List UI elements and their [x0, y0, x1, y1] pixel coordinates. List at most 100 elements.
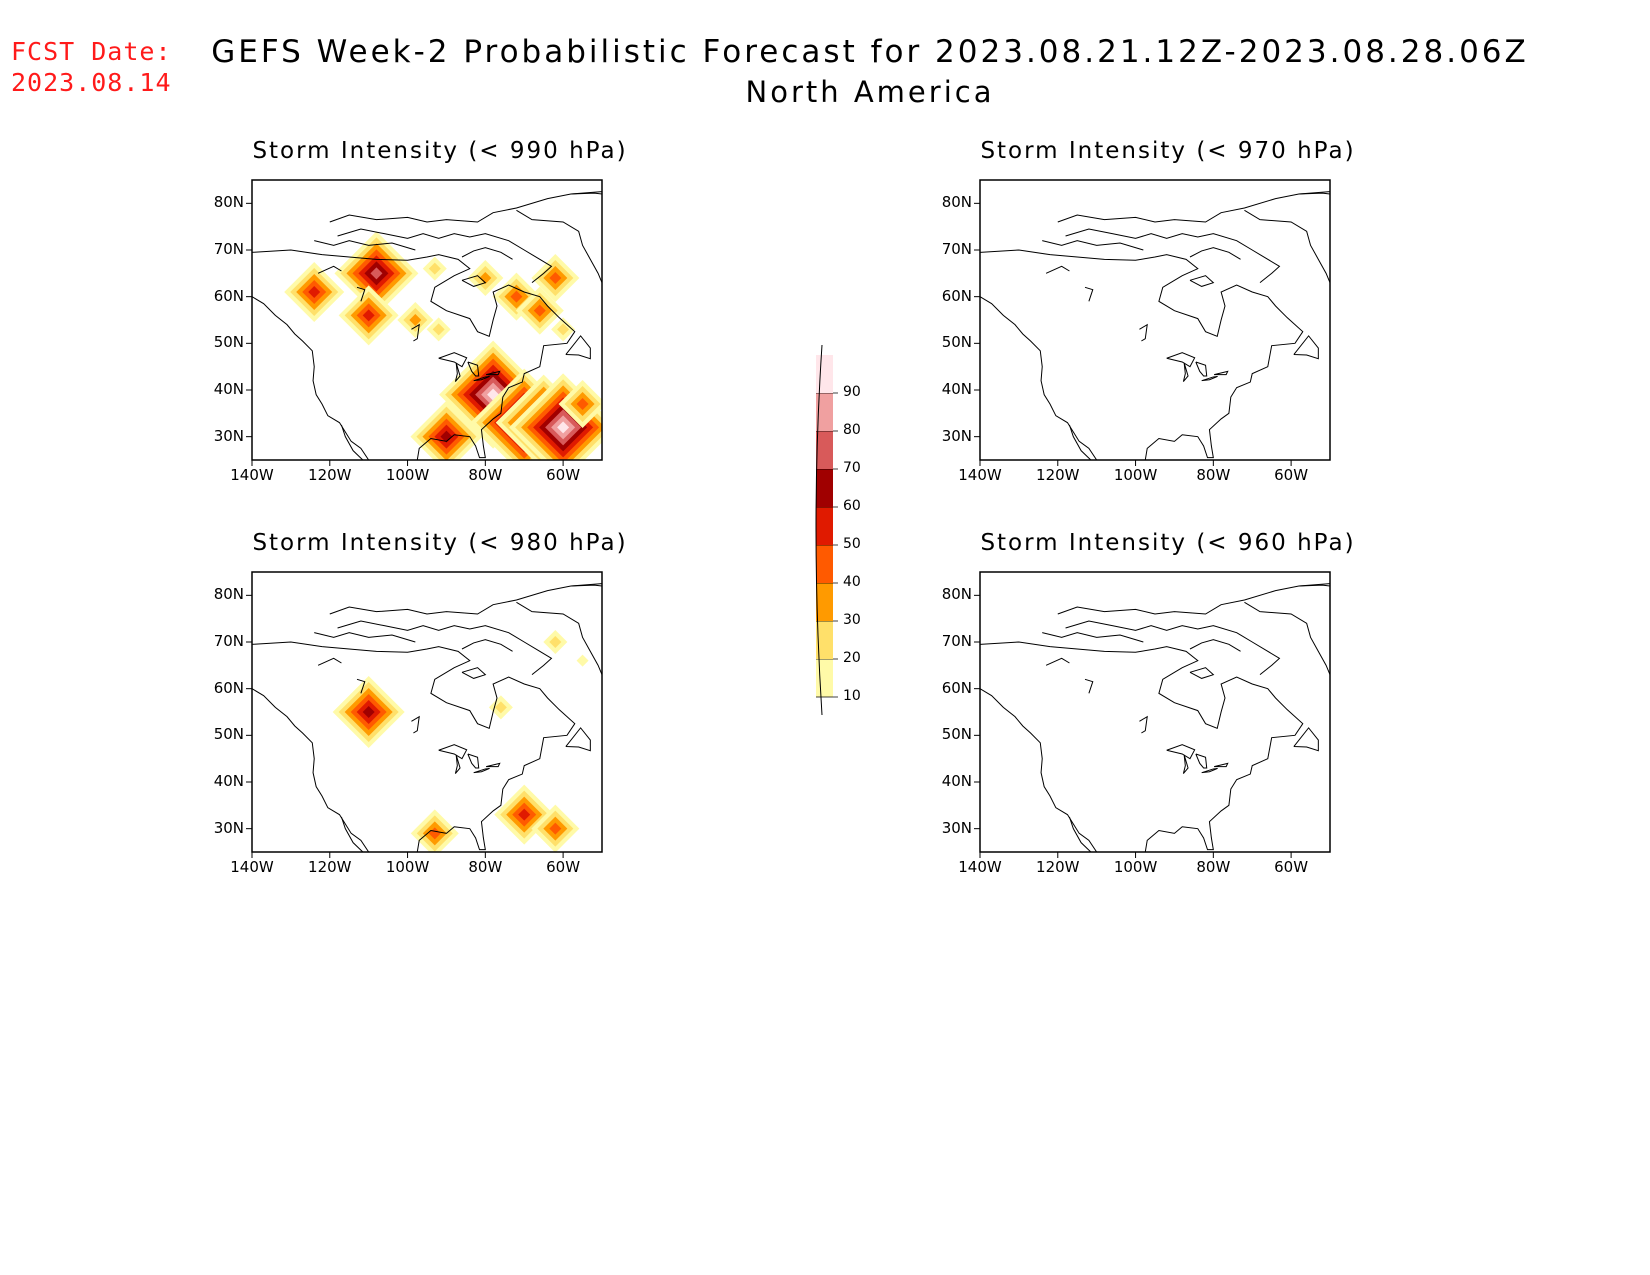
lat-label: 30N	[213, 426, 244, 445]
probability-blob	[467, 260, 504, 296]
coastline	[461, 275, 487, 287]
coastline	[467, 753, 480, 769]
probability-blob	[576, 654, 589, 667]
lat-label: 40N	[213, 772, 244, 790]
coastline	[980, 249, 1304, 460]
colorbar-swatch	[816, 507, 833, 545]
colorbar-svg	[815, 344, 838, 716]
lat-label: 80N	[213, 193, 244, 212]
probability-blob	[531, 804, 580, 852]
coastline	[329, 583, 602, 615]
coastline	[1213, 370, 1229, 376]
coastline	[1182, 754, 1189, 774]
colorbar-swatch	[816, 393, 833, 431]
lon-label: 100W	[385, 466, 430, 484]
lon-label: 120W	[1036, 466, 1080, 484]
coastline	[565, 335, 591, 360]
coastline	[1213, 762, 1229, 768]
panel-title-960: Storm Intensity (< 960 hPa)	[980, 530, 1356, 556]
coastline	[1042, 240, 1144, 251]
map-canvas	[974, 179, 1331, 466]
probability-blob	[543, 630, 568, 654]
coastline	[1244, 601, 1330, 675]
coastline	[1298, 192, 1330, 195]
coastline	[1068, 424, 1092, 460]
probability-contour	[440, 430, 453, 443]
coastline	[1065, 228, 1281, 284]
lat-label: 70N	[213, 632, 244, 650]
map-panel-970: Storm Intensity (< 970 hPa) 80N 70N 60N 50N…	[942, 138, 1354, 484]
coastline	[454, 362, 461, 382]
map-panel-990: Storm Intensity (< 990 hPa) 80N 70N 60N 50N…	[214, 138, 626, 484]
coastline	[1201, 767, 1218, 774]
probability-blob	[332, 676, 405, 748]
probability-contour	[409, 314, 422, 326]
lon-label: 80W	[1196, 858, 1231, 876]
coastline	[1244, 209, 1330, 283]
coastline	[1293, 727, 1319, 752]
coastline	[461, 247, 513, 260]
probability-contour	[510, 290, 523, 303]
colorbar-label: 90	[843, 384, 861, 400]
coastline	[1166, 744, 1196, 760]
colorbar-swatch	[816, 431, 833, 469]
coastline	[1195, 753, 1208, 769]
coastline	[1042, 632, 1144, 643]
lon-label: 120W	[308, 858, 352, 876]
coastline	[1139, 323, 1148, 342]
probability-contour	[549, 822, 562, 835]
lat-label: 30N	[941, 426, 972, 445]
coastline	[570, 192, 602, 195]
probability-contour	[494, 701, 507, 714]
coastline	[317, 657, 342, 666]
probability-contour	[576, 654, 589, 667]
coastline	[980, 688, 1098, 852]
coastline	[1195, 361, 1208, 377]
lon-label: 60W	[546, 858, 581, 876]
coastline	[1189, 247, 1241, 260]
coastline	[1065, 620, 1281, 676]
probability-contour	[549, 636, 562, 648]
probability-contour	[428, 827, 441, 840]
map-frame	[251, 571, 603, 853]
probability-contour	[487, 388, 500, 401]
coastline	[1057, 191, 1330, 223]
coastline	[485, 370, 501, 376]
panel-title-990: Storm Intensity (< 990 hPa)	[252, 138, 628, 164]
lon-label: 80W	[468, 466, 503, 484]
page-subtitle: North America	[745, 75, 995, 109]
coastline	[340, 816, 364, 852]
coastline	[473, 767, 490, 774]
colorbar-label: 60	[843, 498, 861, 514]
coastline	[467, 361, 480, 377]
coastline	[314, 632, 416, 643]
coastline	[1045, 657, 1070, 666]
lon-label: 60W	[1274, 858, 1309, 876]
lon-label: 140W	[230, 466, 274, 484]
lat-label: 70N	[213, 240, 244, 258]
probability-contour	[362, 706, 375, 718]
lat-label: 80N	[213, 585, 244, 604]
lat-label: 80N	[941, 193, 972, 212]
probability-contour	[362, 309, 375, 322]
lat-label: 50N	[213, 725, 244, 744]
lon-label: 140W	[230, 858, 274, 876]
colorbar-label: 50	[843, 536, 861, 552]
coastline	[980, 296, 1098, 460]
coastline	[1068, 816, 1092, 852]
probability-contour	[370, 267, 383, 280]
probability-contour	[518, 808, 531, 821]
coastline	[516, 209, 602, 283]
map-frame	[251, 179, 603, 461]
lat-label: 70N	[941, 240, 972, 258]
probability-blob	[410, 400, 483, 460]
probability-blob	[284, 262, 345, 322]
coastline	[252, 296, 370, 460]
coastline	[329, 191, 602, 223]
map-frame	[979, 179, 1331, 461]
probability-contour	[557, 421, 570, 434]
coastline	[252, 249, 576, 460]
probability-contour	[432, 323, 445, 336]
coastline	[1045, 265, 1070, 274]
colorbar-label: 30	[843, 612, 861, 628]
